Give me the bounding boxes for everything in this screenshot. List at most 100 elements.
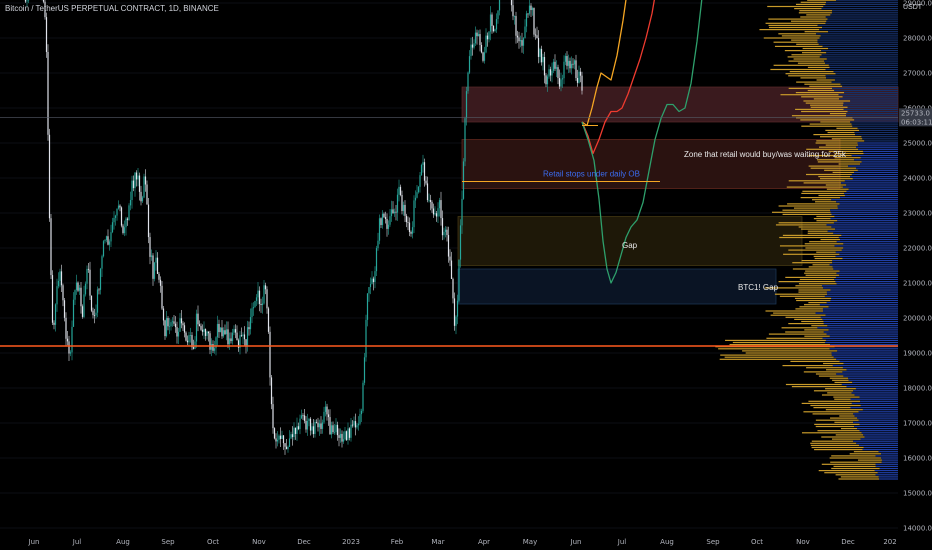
candle-body bbox=[296, 426, 298, 434]
volume-bar-sell bbox=[805, 247, 844, 249]
candle-body bbox=[276, 439, 279, 442]
volume-bar-sell bbox=[765, 310, 823, 312]
candle-body bbox=[96, 289, 99, 313]
candle-body bbox=[452, 278, 454, 299]
y-tick-label: 22000.0 bbox=[903, 245, 932, 253]
projection-path-1 bbox=[581, 0, 655, 155]
candle-body bbox=[107, 236, 109, 245]
volume-bar-buy bbox=[831, 352, 898, 354]
volume-bar-sell bbox=[829, 377, 849, 379]
candle-body bbox=[129, 200, 132, 206]
volume-bar-buy bbox=[851, 155, 898, 157]
volume-bar-buy bbox=[822, 318, 898, 320]
volume-bar-buy bbox=[854, 119, 898, 121]
candle-body bbox=[387, 224, 390, 229]
candle-body bbox=[350, 424, 352, 438]
volume-bar-buy bbox=[856, 167, 898, 169]
candle-body bbox=[441, 218, 444, 236]
countdown-timer: 06:03:11 bbox=[901, 118, 932, 126]
volume-bar-sell bbox=[802, 52, 827, 54]
candle-body bbox=[149, 237, 151, 257]
volume-bar-buy bbox=[851, 402, 898, 404]
candle-body bbox=[402, 204, 405, 212]
volume-bar-buy bbox=[823, 323, 898, 325]
volume-bar-sell bbox=[719, 358, 837, 360]
volume-bar-buy bbox=[844, 92, 898, 94]
candle-body bbox=[375, 248, 378, 272]
volume-bar-sell bbox=[813, 98, 840, 100]
candle-body bbox=[195, 313, 198, 342]
volume-bar-buy bbox=[822, 337, 898, 339]
volume-bar-buy bbox=[843, 102, 898, 104]
price-axis[interactable]: 35000.034000.033000.032000.031000.030000… bbox=[903, 0, 932, 533]
candle-body bbox=[551, 70, 553, 76]
candle-body bbox=[182, 323, 184, 326]
volume-bar-buy bbox=[823, 331, 898, 333]
candle-body bbox=[81, 306, 84, 317]
candle-body bbox=[179, 318, 181, 332]
volume-bar-buy bbox=[836, 373, 898, 375]
y-tick-label: 14000.0 bbox=[903, 525, 932, 533]
volume-bar-buy bbox=[857, 142, 898, 144]
volume-bar-buy bbox=[857, 169, 898, 171]
volume-bar-sell bbox=[745, 352, 832, 354]
volume-bar-buy bbox=[846, 184, 898, 186]
volume-bar-buy bbox=[822, 308, 898, 310]
candle-body bbox=[389, 216, 391, 225]
volume-bar-buy bbox=[878, 476, 898, 478]
volume-bar-buy bbox=[823, 320, 898, 323]
candle-body bbox=[237, 340, 240, 348]
volume-bar-sell bbox=[763, 37, 820, 39]
candle-body bbox=[204, 328, 207, 336]
candle-body bbox=[207, 331, 210, 334]
volume-bar-sell bbox=[816, 159, 855, 161]
volume-bar-buy bbox=[832, 262, 898, 264]
retail-zone-label: Zone that retail would buy/was waiting f… bbox=[684, 150, 847, 159]
y-tick-label: 28000.0 bbox=[903, 35, 932, 43]
volume-bar-buy bbox=[844, 194, 898, 197]
volume-bar-buy bbox=[848, 377, 898, 379]
time-axis[interactable]: Jun Jul Aug Sep Oct Nov Dec 2023 Feb Mar Apr May Jun… bbox=[28, 538, 897, 546]
candle-body bbox=[156, 257, 159, 274]
candle-body bbox=[513, 16, 516, 17]
volume-bar-buy bbox=[838, 236, 898, 239]
candle-body bbox=[353, 421, 355, 426]
volume-bar-buy bbox=[863, 446, 898, 449]
candle-body bbox=[45, 17, 48, 53]
volume-bar-buy bbox=[881, 461, 898, 463]
candle-body bbox=[453, 298, 456, 326]
volume-bar-buy bbox=[824, 60, 898, 62]
volume-bar-buy bbox=[837, 205, 898, 207]
volume-bar-sell bbox=[816, 79, 835, 81]
candle-body bbox=[105, 236, 108, 241]
volume-bar-buy bbox=[835, 276, 898, 278]
candle-body bbox=[378, 218, 381, 241]
volume-bar-buy bbox=[853, 171, 898, 173]
candle-body bbox=[539, 49, 541, 57]
volume-bar-buy bbox=[846, 190, 898, 192]
volume-bar-buy bbox=[827, 18, 898, 20]
volume-bar-buy bbox=[857, 417, 898, 419]
volume-bar-buy bbox=[834, 245, 898, 247]
volume-bar-buy bbox=[841, 249, 898, 251]
volume-bar-sell bbox=[801, 125, 853, 127]
candle-body bbox=[546, 76, 549, 85]
volume-bar-buy bbox=[836, 283, 898, 285]
candle-body bbox=[150, 255, 153, 257]
candle-body bbox=[561, 78, 564, 80]
retail-stops-label: Retail stops under daily OB bbox=[543, 170, 640, 179]
volume-bar-buy bbox=[832, 266, 898, 268]
volume-bar-buy bbox=[839, 270, 898, 272]
candle-body bbox=[534, 34, 537, 36]
candle-body bbox=[233, 329, 235, 333]
candle-body bbox=[161, 285, 163, 309]
volume-bar-sell bbox=[791, 54, 822, 56]
volume-bar-sell bbox=[766, 337, 823, 339]
volume-bar-sell bbox=[775, 224, 827, 226]
volume-bar-buy bbox=[840, 197, 898, 199]
candle-body bbox=[554, 61, 556, 69]
volume-bar-buy bbox=[825, 75, 898, 77]
volume-bar-buy bbox=[854, 131, 898, 134]
current-price-tag: 25733.0 06:03:11 bbox=[899, 108, 932, 127]
